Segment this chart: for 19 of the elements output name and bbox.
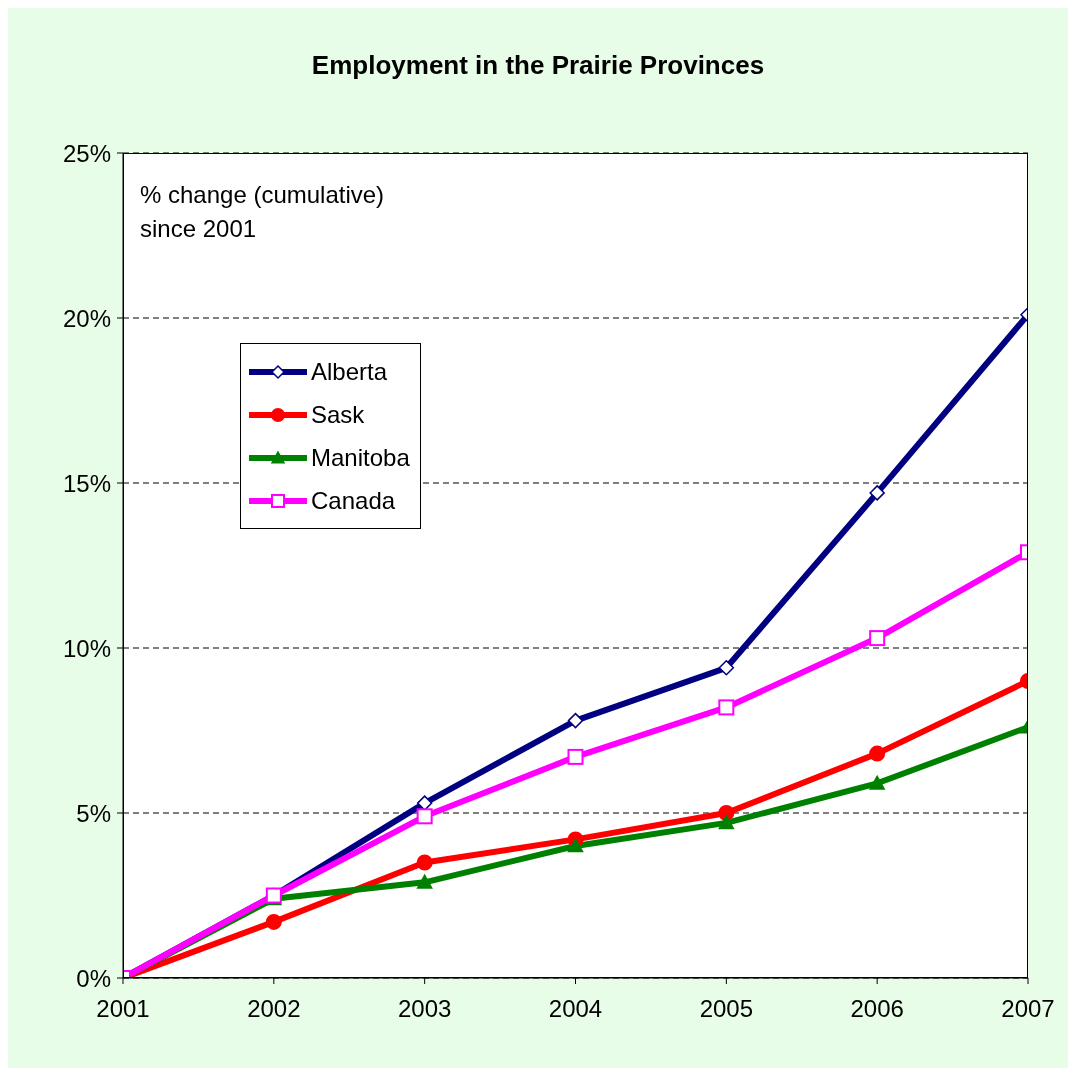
- y-tick-label: 15%: [62, 469, 111, 497]
- legend-label: Sask: [311, 400, 365, 429]
- annotation: % change (cumulative) since 2001: [140, 180, 385, 244]
- legend-label: Canada: [311, 486, 396, 515]
- y-tick-label: 5%: [76, 799, 111, 827]
- legend-label: Manitoba: [311, 443, 410, 472]
- y-tick-label: 25%: [62, 139, 111, 167]
- x-tick-label: 2004: [548, 995, 603, 1023]
- chart-title: Employment in the Prairie Provinces: [310, 50, 766, 81]
- x-tick-label: 2002: [247, 995, 301, 1023]
- legend-label: Alberta: [311, 357, 388, 386]
- x-tick-label: 2006: [850, 995, 904, 1023]
- y-tick-label: 20%: [62, 304, 111, 332]
- y-tick-label: 0%: [76, 964, 111, 992]
- x-tick-label: 2001: [96, 995, 150, 1023]
- x-tick-label: 2003: [397, 995, 452, 1023]
- y-tick-label: 10%: [62, 634, 111, 662]
- x-tick-label: 2005: [699, 995, 754, 1023]
- x-tick-label: 2007: [1001, 995, 1055, 1023]
